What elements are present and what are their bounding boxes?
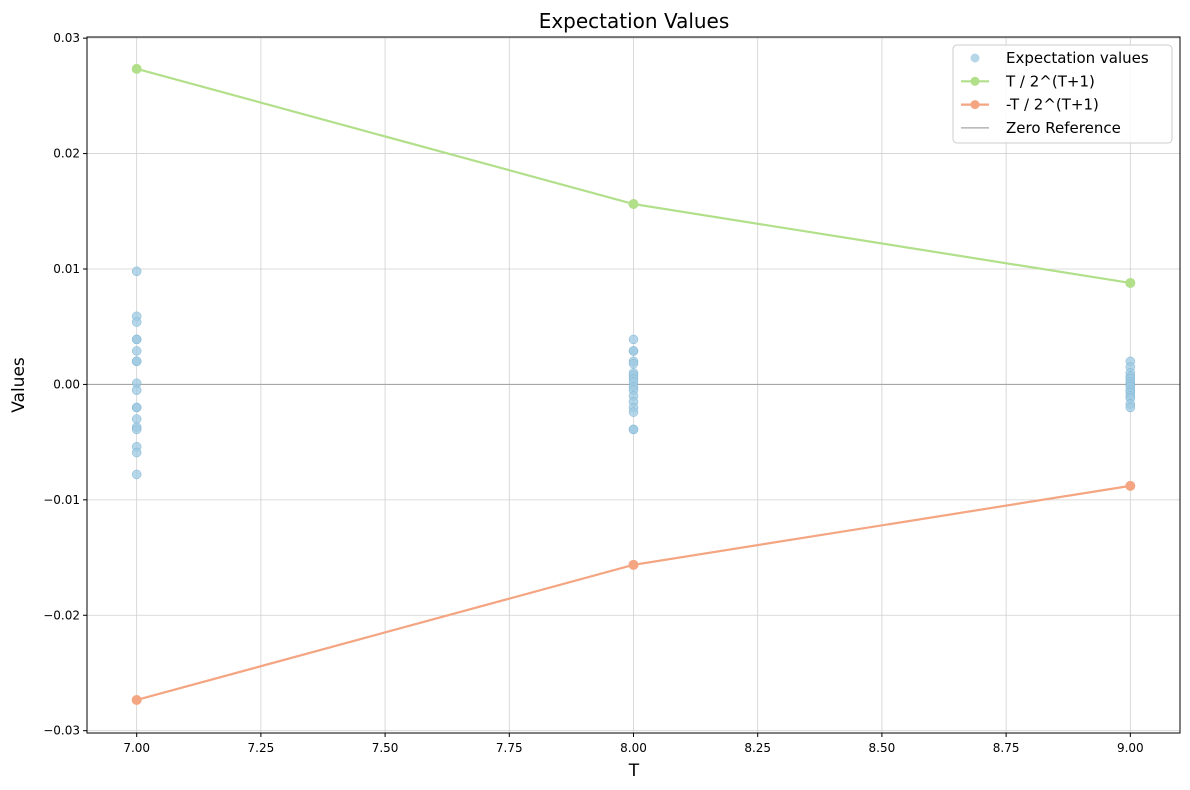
legend-swatch-marker — [970, 100, 980, 110]
y-tick-label: 0.00 — [53, 377, 80, 391]
scatter-point — [628, 424, 639, 435]
x-axis-title: T — [628, 761, 640, 781]
lower-bound-marker — [131, 694, 142, 705]
x-tick-label: 8.50 — [869, 741, 896, 755]
y-tick-label: 0.01 — [53, 262, 80, 276]
axis-ticks: 7.00 7.25 7.50 7.75 8.00 8.25 8.50 8.75 9.00 −0.0… — [43, 31, 1143, 755]
scatter-point — [628, 346, 639, 356]
x-tick-label: 7.75 — [496, 741, 523, 755]
upper-bound-marker — [628, 199, 639, 210]
lower-bound-marker — [1125, 480, 1136, 491]
scatter-point — [131, 334, 142, 345]
scatter-point — [131, 447, 142, 458]
legend-label: -T / 2^(T+1) — [1006, 96, 1099, 114]
x-tick-label: 9.00 — [1117, 741, 1144, 755]
series-layer — [87, 63, 1180, 705]
scatter-point — [131, 385, 142, 395]
y-tick-label: −0.03 — [43, 724, 80, 738]
x-tick-label: 8.25 — [744, 741, 771, 755]
grid-lines — [87, 37, 1180, 733]
y-tick-label: −0.02 — [43, 608, 80, 622]
scatter-point — [628, 407, 639, 417]
x-tick-label: 8.00 — [620, 741, 647, 755]
scatter-point — [628, 334, 639, 345]
y-tick-label: 0.03 — [53, 31, 80, 45]
scatter-point — [131, 356, 142, 367]
scatter-point — [628, 358, 639, 369]
scatter-point — [131, 266, 142, 277]
upper-bound-marker — [1125, 277, 1136, 288]
legend-swatch-scatter — [970, 53, 980, 63]
scatter-point — [131, 414, 142, 424]
lower-bound-marker — [628, 559, 639, 570]
x-tick-label: 7.50 — [372, 741, 399, 755]
x-tick-label: 7.25 — [248, 741, 275, 755]
scatter-point — [131, 317, 142, 327]
legend-swatch-marker — [970, 76, 980, 86]
legend-label: Zero Reference — [1006, 119, 1121, 137]
legend-box — [952, 44, 1173, 144]
legend-label: Expectation values — [1006, 49, 1149, 67]
legend-label: T / 2^(T+1) — [1005, 72, 1095, 90]
y-tick-label: −0.01 — [43, 493, 80, 507]
upper-bound-marker — [131, 63, 142, 74]
scatter-point — [131, 424, 142, 435]
y-tick-label: 0.02 — [53, 147, 80, 161]
scatter-point — [131, 402, 142, 413]
scatter-point — [1125, 402, 1136, 413]
chart-title: Expectation Values — [539, 9, 730, 33]
scatter-point — [131, 469, 142, 480]
y-axis-title: Values — [9, 357, 29, 413]
scatter-point — [131, 346, 142, 356]
x-tick-label: 7.00 — [123, 741, 150, 755]
legend: Expectation values T / 2^(T+1) -T / 2^(T+1… — [952, 44, 1173, 144]
x-tick-label: 8.75 — [993, 741, 1020, 755]
